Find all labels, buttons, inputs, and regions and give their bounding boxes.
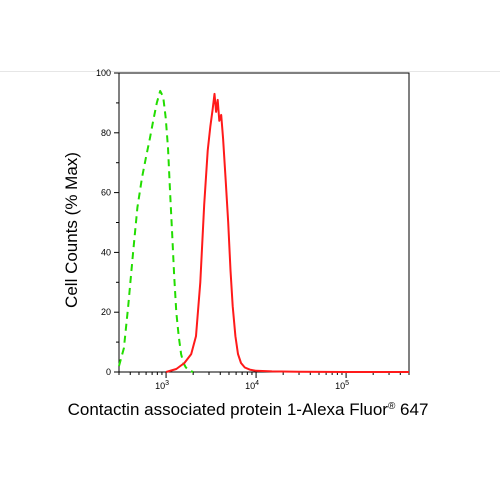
- x-axis-label-tail: 647: [395, 400, 428, 419]
- x-axis-label-registered-mark: ®: [388, 401, 396, 412]
- y-axis-ticks: 0 20 40 60 80 100: [96, 68, 119, 377]
- y-axis-label: Cell Counts (% Max): [62, 152, 81, 308]
- plot-frame: [118, 72, 410, 373]
- y-tick-label: 20: [101, 307, 111, 317]
- top-divider: [0, 71, 500, 72]
- plot-border: [118, 72, 410, 373]
- x-tick-label: 105: [335, 380, 349, 391]
- y-tick-label: 0: [106, 367, 111, 377]
- y-tick-label: 100: [96, 68, 111, 78]
- series-line-control: [118, 89, 194, 373]
- x-axis-label-main: Contactin associated protein 1-Alexa Flu…: [68, 400, 389, 419]
- series-line-sample: [165, 92, 409, 373]
- x-axis-ticks: 103 104 105: [118, 372, 410, 391]
- x-tick-label: 103: [155, 380, 169, 391]
- y-tick-label: 80: [101, 128, 111, 138]
- series-layer: [118, 89, 409, 373]
- y-tick-label: 60: [101, 188, 111, 198]
- y-tick-label: 40: [101, 247, 111, 257]
- x-tick-label: 104: [245, 380, 259, 391]
- x-axis-label: Contactin associated protein 1-Alexa Flu…: [68, 400, 429, 419]
